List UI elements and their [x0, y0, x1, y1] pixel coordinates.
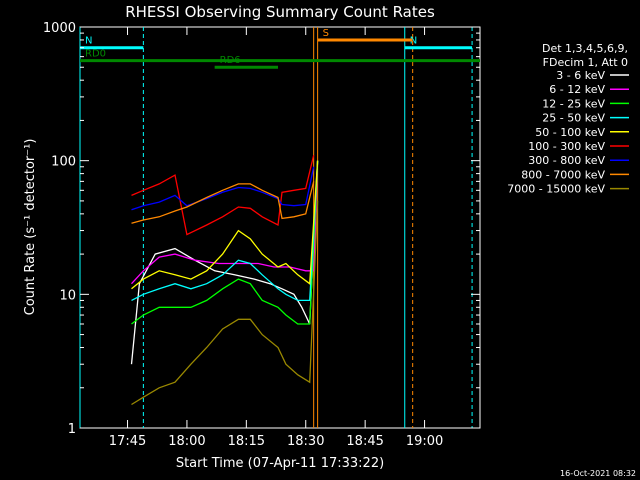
legend-entry-4: 50 - 100 keV	[535, 126, 605, 139]
flag-label-0: N	[85, 36, 92, 47]
flag-label-3: RD0	[85, 49, 106, 60]
x-tick-label-3: 18:30	[287, 434, 324, 449]
y-axis-ticks: 1 10 100 1000	[43, 21, 480, 437]
series-line-1	[131, 160, 319, 285]
series-lines	[130, 154, 319, 406]
plot-border	[79, 26, 481, 429]
generation-timestamp: 16-Oct-2021 08:32	[560, 469, 636, 478]
y-tick-label-0: 1	[68, 422, 76, 437]
series-line-5	[131, 154, 315, 236]
legend-header-1: FDecim 1, Att 0	[543, 56, 628, 69]
legend: Det 1,3,4,5,6,9,FDecim 1, Att 03 - 6 keV…	[507, 42, 629, 196]
series-line-0	[130, 160, 319, 365]
y-tick-label-2: 100	[51, 155, 76, 170]
legend-entry-7: 800 - 7000 keV	[521, 168, 605, 181]
legend-entry-5: 100 - 300 keV	[528, 140, 605, 153]
y-tick-label-3: 1000	[43, 21, 76, 36]
x-tick-label-1: 18:00	[168, 434, 205, 449]
chart-title: RHESSI Observing Summary Count Rates	[125, 3, 435, 21]
state-flags: N N S RD0 RD6	[80, 28, 480, 69]
legend-entry-8: 7000 - 15000 keV	[507, 183, 605, 196]
legend-entry-1: 6 - 12 keV	[549, 83, 605, 96]
series-line-3	[131, 160, 319, 302]
flag-label-4: RD6	[220, 55, 241, 66]
legend-entry-3: 25 - 50 keV	[542, 112, 605, 125]
flag-label-2: S	[323, 28, 329, 39]
flag-label-1: N	[410, 36, 417, 47]
series-line-7	[131, 181, 315, 224]
x-tick-label-0: 17:45	[109, 434, 146, 449]
legend-header-0: Det 1,3,4,5,6,9,	[542, 42, 628, 55]
x-axis-ticks: 17:45 18:00 18:15 18:30 18:45 19:00	[109, 27, 443, 449]
series-line-2	[131, 160, 319, 325]
legend-entry-2: 12 - 25 keV	[542, 97, 605, 110]
x-tick-label-4: 18:45	[346, 434, 383, 449]
legend-entry-6: 300 - 800 keV	[528, 154, 605, 167]
y-tick-label-1: 10	[59, 288, 76, 303]
x-axis-label: Start Time (07-Apr-11 17:33:22)	[176, 456, 384, 471]
series-line-6	[131, 166, 315, 211]
vertical-markers	[79, 27, 473, 428]
series-line-8	[131, 200, 319, 406]
y-axis-label: Count Rate (s⁻¹ detector⁻¹)	[23, 139, 38, 316]
legend-entry-0: 3 - 6 keV	[556, 69, 605, 82]
plot-frame	[79, 26, 481, 429]
series-line-4	[131, 160, 319, 290]
x-tick-label-5: 19:00	[406, 434, 443, 449]
x-tick-label-2: 18:15	[228, 434, 265, 449]
